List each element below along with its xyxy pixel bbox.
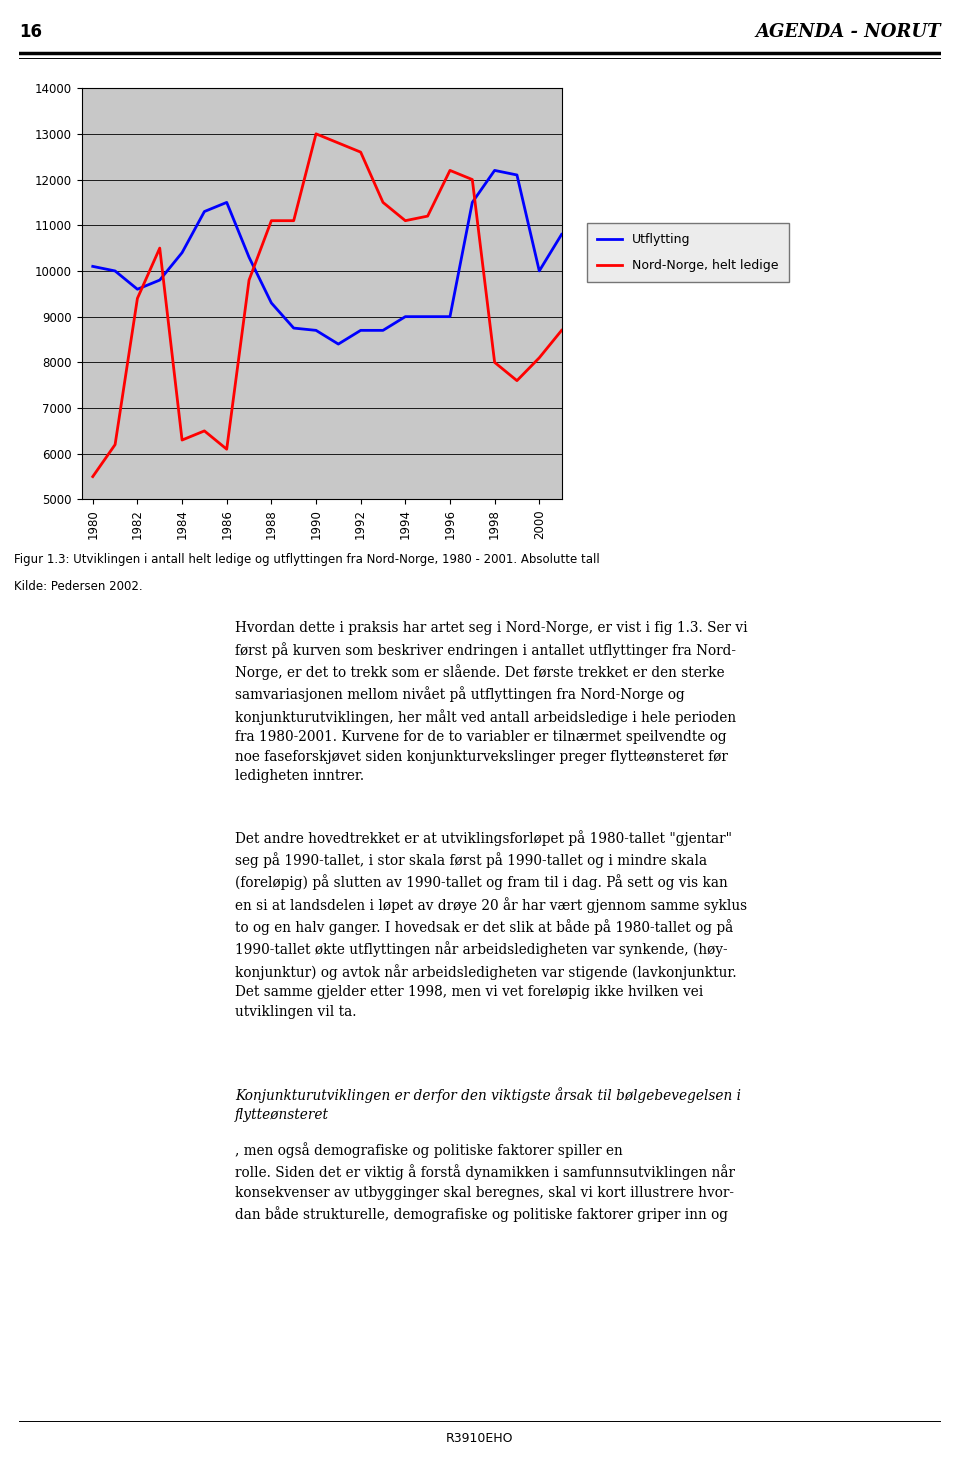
Text: Konjunkturutviklingen er derfor den viktigste årsak til bølgebevegelsen i
flytte: Konjunkturutviklingen er derfor den vikt… [235, 1087, 741, 1122]
Text: Figur 1.3: Utviklingen i antall helt ledige og utflyttingen fra Nord-Norge, 1980: Figur 1.3: Utviklingen i antall helt led… [14, 554, 600, 566]
Text: Kilde: Pedersen 2002.: Kilde: Pedersen 2002. [14, 580, 143, 592]
Text: Det andre hovedtrekket er at utviklingsforløpet på 1980-tallet "gjentar"
seg på : Det andre hovedtrekket er at utviklingsf… [235, 830, 747, 1018]
Text: , men også demografiske og politiske faktorer spiller en
rolle. Siden det er vik: , men også demografiske og politiske fak… [235, 1141, 735, 1222]
Text: AGENDA - NORUT: AGENDA - NORUT [756, 22, 941, 41]
Text: Hvordan dette i praksis har artet seg i Nord-Norge, er vist i fig 1.3. Ser vi
fø: Hvordan dette i praksis har artet seg i … [235, 621, 748, 783]
Legend: Utflytting, Nord-Norge, helt ledige: Utflytting, Nord-Norge, helt ledige [588, 223, 788, 282]
Text: R3910EHO: R3910EHO [446, 1432, 514, 1444]
Text: 16: 16 [19, 22, 42, 41]
